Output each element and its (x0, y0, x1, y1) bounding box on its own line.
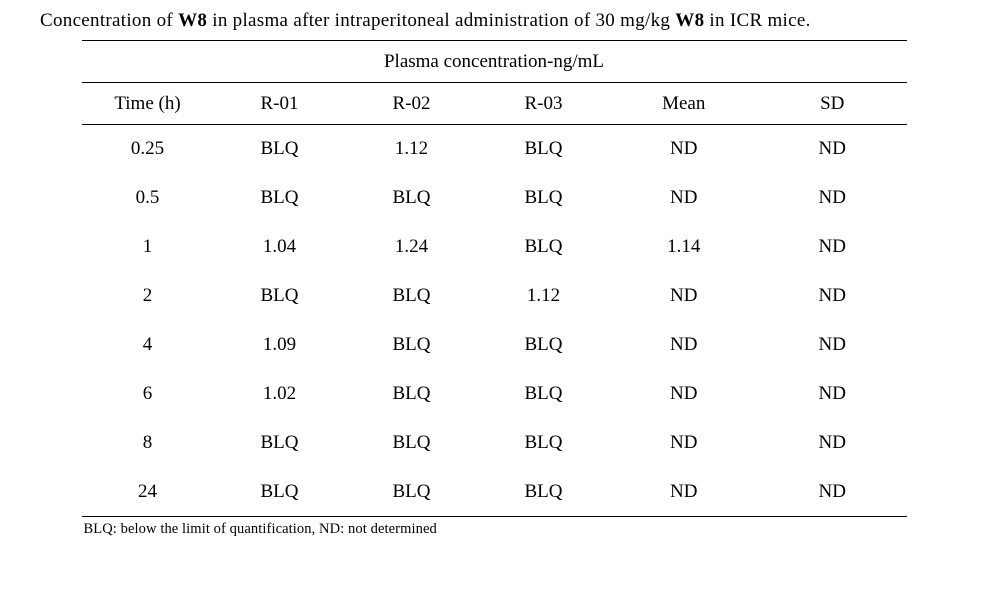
cell-r02: 1.24 (346, 223, 478, 272)
table-super-header: Plasma concentration-ng/mL (82, 41, 907, 83)
cell-r02: BLQ (346, 174, 478, 223)
cell-time: 0.25 (82, 125, 214, 174)
cell-sd: ND (758, 272, 907, 321)
cell-sd: ND (758, 468, 907, 517)
table-row: 1 1.04 1.24 BLQ 1.14 ND (82, 223, 907, 272)
cell-r03: BLQ (478, 223, 610, 272)
cell-mean: ND (610, 419, 759, 468)
cell-mean: ND (610, 174, 759, 223)
cell-r01: BLQ (214, 125, 346, 174)
cell-r01: 1.09 (214, 321, 346, 370)
cell-r03: BLQ (478, 468, 610, 517)
cell-mean: ND (610, 370, 759, 419)
cell-time: 24 (82, 468, 214, 517)
cell-r02: BLQ (346, 370, 478, 419)
cell-time: 2 (82, 272, 214, 321)
cell-r02: BLQ (346, 321, 478, 370)
caption-part3: in ICR mice. (704, 10, 810, 31)
col-header-r02: R-02 (346, 83, 478, 125)
table-row: 24 BLQ BLQ BLQ ND ND (82, 468, 907, 517)
cell-r03: BLQ (478, 419, 610, 468)
cell-r03: BLQ (478, 174, 610, 223)
cell-r01: BLQ (214, 272, 346, 321)
cell-mean: ND (610, 125, 759, 174)
cell-r01: 1.02 (214, 370, 346, 419)
table-footnote: BLQ: below the limit of quantification, … (82, 521, 907, 538)
cell-time: 0.5 (82, 174, 214, 223)
table-row: 2 BLQ BLQ 1.12 ND ND (82, 272, 907, 321)
cell-sd: ND (758, 125, 907, 174)
col-header-time: Time (h) (82, 83, 214, 125)
caption-bold1: W8 (178, 10, 207, 31)
col-header-r03: R-03 (478, 83, 610, 125)
cell-r02: BLQ (346, 468, 478, 517)
cell-sd: ND (758, 223, 907, 272)
cell-sd: ND (758, 419, 907, 468)
col-header-mean: Mean (610, 83, 759, 125)
cell-r01: BLQ (214, 468, 346, 517)
cell-mean: 1.14 (610, 223, 759, 272)
table-super-header-row: Plasma concentration-ng/mL (82, 41, 907, 83)
cell-r02: BLQ (346, 272, 478, 321)
cell-mean: ND (610, 272, 759, 321)
table-row: 0.5 BLQ BLQ BLQ ND ND (82, 174, 907, 223)
cell-r03: BLQ (478, 370, 610, 419)
cell-r02: BLQ (346, 419, 478, 468)
caption-part2: in plasma after intraperitoneal administ… (207, 10, 675, 31)
plasma-concentration-table: Plasma concentration-ng/mL Time (h) R-01… (82, 40, 907, 517)
cell-time: 1 (82, 223, 214, 272)
table-row: 6 1.02 BLQ BLQ ND ND (82, 370, 907, 419)
cell-sd: ND (758, 321, 907, 370)
cell-r03: BLQ (478, 321, 610, 370)
cell-time: 4 (82, 321, 214, 370)
caption-bold2: W8 (675, 10, 704, 31)
cell-r01: 1.04 (214, 223, 346, 272)
table-caption: Concentration of W8 in plasma after intr… (40, 10, 948, 32)
col-header-r01: R-01 (214, 83, 346, 125)
cell-sd: ND (758, 174, 907, 223)
cell-mean: ND (610, 321, 759, 370)
caption-part1: Concentration of (40, 10, 178, 31)
cell-time: 8 (82, 419, 214, 468)
table-row: 8 BLQ BLQ BLQ ND ND (82, 419, 907, 468)
col-header-sd: SD (758, 83, 907, 125)
cell-r01: BLQ (214, 174, 346, 223)
cell-mean: ND (610, 468, 759, 517)
cell-r01: BLQ (214, 419, 346, 468)
table-row: 4 1.09 BLQ BLQ ND ND (82, 321, 907, 370)
cell-sd: ND (758, 370, 907, 419)
table-row: 0.25 BLQ 1.12 BLQ ND ND (82, 125, 907, 174)
cell-time: 6 (82, 370, 214, 419)
table-container: Plasma concentration-ng/mL Time (h) R-01… (82, 40, 907, 538)
cell-r03: 1.12 (478, 272, 610, 321)
cell-r02: 1.12 (346, 125, 478, 174)
table-column-header-row: Time (h) R-01 R-02 R-03 Mean SD (82, 83, 907, 125)
cell-r03: BLQ (478, 125, 610, 174)
